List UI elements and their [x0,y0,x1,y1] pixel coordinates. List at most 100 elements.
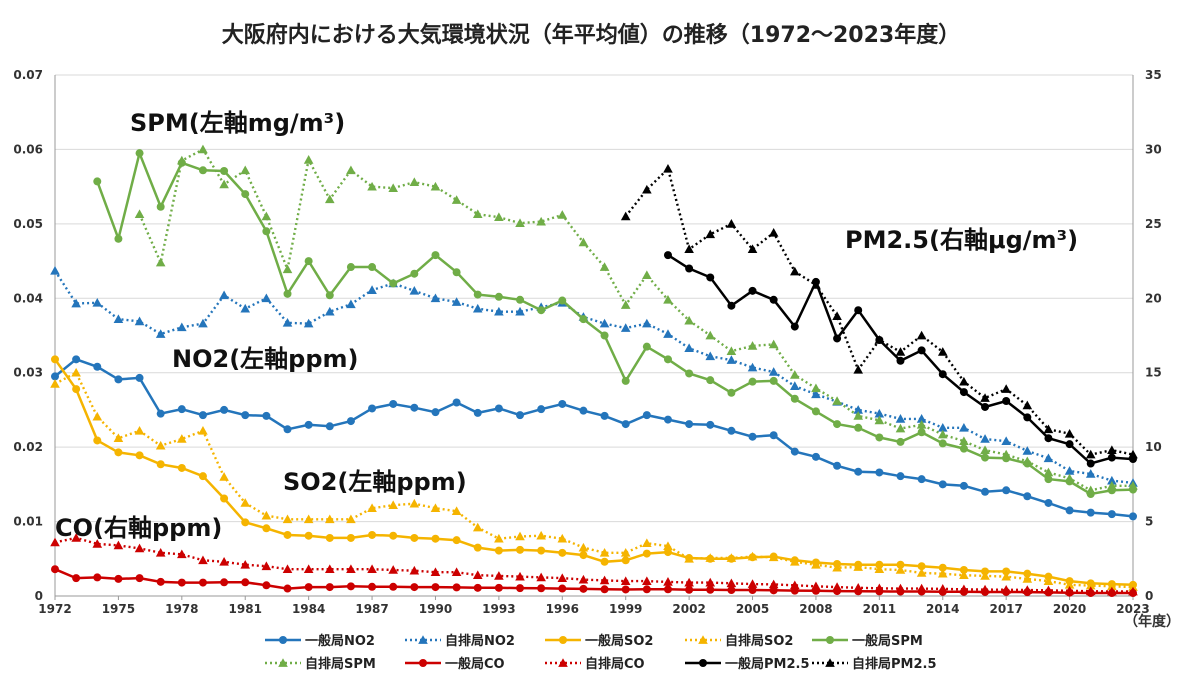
data-point [895,565,906,574]
data-point [684,244,694,254]
data-point [726,578,737,588]
legend-label: 一般局CO [445,656,505,672]
data-point [220,494,229,503]
data-point [811,407,820,416]
data-point [916,568,927,577]
data-point [494,571,504,580]
data-point [684,553,694,563]
data-point [833,461,842,470]
data-point [537,306,546,315]
data-point [811,383,821,393]
data-point [896,437,905,446]
series-line [53,358,1134,587]
data-point [642,411,651,420]
data-point [241,190,250,199]
data-point [198,318,208,328]
data-point [875,433,884,442]
data-point [452,398,461,407]
data-point [368,263,377,272]
x-tick-label: 2011 [863,602,896,616]
data-point [748,432,757,441]
data-point [278,658,288,667]
data-point [198,472,207,481]
legend-item: 自排局NO2 [405,633,515,649]
data-point [473,583,482,592]
legend-label: 一般局SO2 [585,633,653,649]
data-point [389,582,398,591]
series-line [54,357,1134,518]
data-point [1001,449,1011,459]
data-point [705,229,716,239]
data-point [663,294,673,304]
data-point [811,581,821,591]
data-point [1107,445,1117,454]
data-point [769,295,778,304]
data-point [282,264,293,274]
data-point [537,405,546,414]
data-point [1043,453,1054,463]
legend-item: 自排局SO2 [685,633,793,649]
data-point [494,292,503,301]
data-point [325,291,334,300]
data-point [874,564,885,574]
data-point [113,433,124,443]
data-point [981,487,990,496]
data-point [959,422,969,432]
data-point [1086,459,1095,468]
data-point [303,514,314,524]
data-point [50,379,60,388]
data-point [726,553,737,562]
data-point [410,403,419,412]
data-point [811,452,820,461]
data-point [430,567,441,577]
data-point [748,286,757,295]
data-point [346,564,356,574]
y-left-tick-label: 0.07 [13,68,43,82]
data-point [896,472,905,481]
data-point [874,583,885,593]
data-point [663,577,673,586]
series-9 [620,163,1138,459]
data-point [726,355,737,364]
data-point [240,165,251,175]
data-point [198,555,208,565]
data-point [916,330,927,340]
legend-item: 一般局NO2 [265,633,375,649]
x-tick-label: 1984 [292,602,325,616]
data-point [346,582,355,591]
legend-label: 一般局PM2.5 [725,656,810,672]
data-point [1107,586,1117,596]
data-point [832,311,842,320]
data-point [853,411,864,420]
data-point [768,552,779,562]
annotation-pm25: PM2.5(右軸μg/m³) [845,226,1078,254]
legend-label: 一般局NO2 [305,633,375,649]
data-point [198,425,208,435]
data-point [557,533,568,543]
data-point [1064,473,1075,483]
data-point [727,301,736,310]
axes [54,75,1134,600]
x-tick-label: 2008 [799,602,832,616]
data-point [642,270,652,280]
data-point [937,584,948,593]
data-point [367,181,377,191]
data-point [959,481,968,490]
data-point [875,468,884,477]
data-point [1022,585,1033,594]
x-tick-label: 1978 [165,602,198,616]
data-point [494,583,503,592]
data-point [156,409,165,418]
data-point [768,579,779,589]
data-point [620,576,631,585]
data-point [219,472,229,481]
data-point [811,559,821,569]
data-point [854,467,863,476]
data-point [663,415,672,424]
data-point [620,211,631,221]
data-point [282,514,293,524]
data-point [51,355,59,364]
data-point [937,422,948,432]
data-point [642,576,652,585]
data-point [177,434,187,443]
